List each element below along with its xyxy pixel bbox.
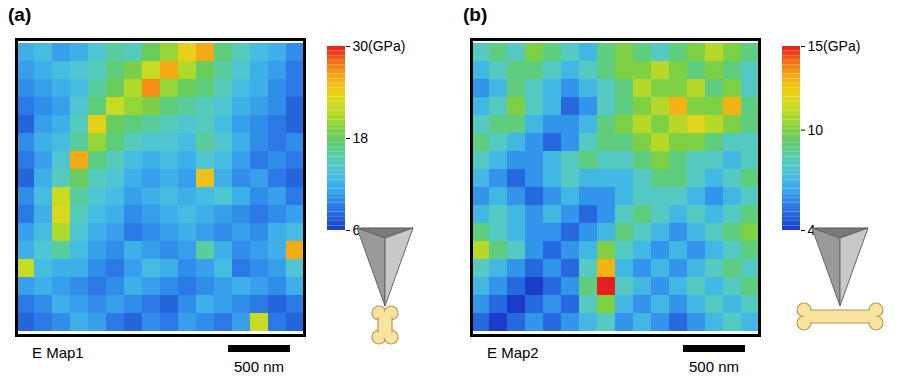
html-text:(b): (b) — [463, 4, 488, 25]
html-text:E Map1: E Map1 — [32, 344, 84, 361]
svg-text:18: 18 — [353, 130, 369, 146]
html-text:(a): (a) — [8, 4, 32, 25]
svg-text:10: 10 — [808, 122, 824, 138]
html-text:E Map2: E Map2 — [487, 344, 539, 361]
html-text:500 nm: 500 nm — [234, 358, 284, 375]
svg-text:4: 4 — [807, 222, 816, 238]
svg-text:6: 6 — [352, 222, 361, 238]
svg-text:15(GPa): 15(GPa) — [808, 38, 861, 54]
html-text:500 nm: 500 nm — [689, 358, 739, 375]
svg-text:30(GPa): 30(GPa) — [353, 38, 406, 54]
